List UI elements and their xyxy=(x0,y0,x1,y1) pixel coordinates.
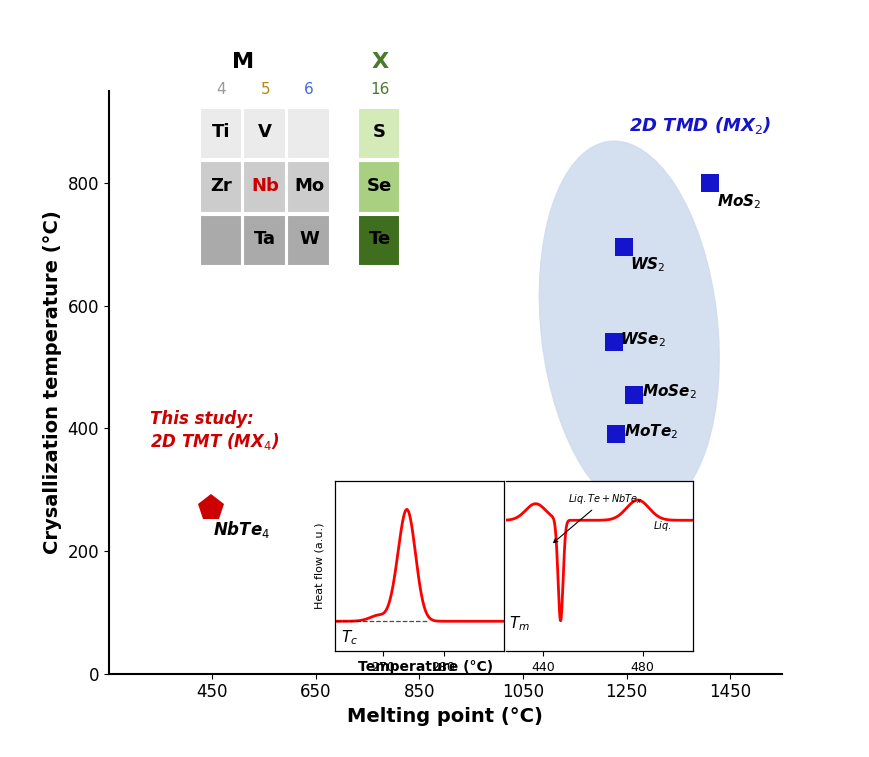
Text: 2D TMD (MX$_2$): 2D TMD (MX$_2$) xyxy=(629,115,772,136)
Bar xyxy=(358,161,401,213)
Text: Ti: Ti xyxy=(212,123,230,142)
Text: M: M xyxy=(232,52,255,72)
Bar xyxy=(287,161,329,213)
Text: S: S xyxy=(373,123,386,142)
Text: $Liq. Te+NbTe_x$: $Liq. Te+NbTe_x$ xyxy=(554,491,643,543)
Bar xyxy=(243,107,286,159)
Text: MoSe$_2$: MoSe$_2$ xyxy=(642,382,697,401)
Text: W: W xyxy=(299,230,319,248)
Text: X: X xyxy=(371,52,388,72)
Text: 6: 6 xyxy=(304,82,314,97)
Bar xyxy=(200,107,242,159)
Bar xyxy=(243,215,286,266)
Text: This study:
2D TMT (MX$_4$): This study: 2D TMT (MX$_4$) xyxy=(150,410,279,452)
Bar xyxy=(358,107,401,159)
Text: 5: 5 xyxy=(261,82,270,97)
X-axis label: Melting point (°C): Melting point (°C) xyxy=(348,707,543,726)
Text: 4: 4 xyxy=(216,82,226,97)
Ellipse shape xyxy=(540,141,720,513)
Bar xyxy=(287,215,329,266)
Text: Zr: Zr xyxy=(210,177,232,195)
Text: MoS$_2$: MoS$_2$ xyxy=(717,192,762,210)
Bar xyxy=(200,215,242,266)
Text: Mo: Mo xyxy=(294,177,324,195)
Text: Te: Te xyxy=(368,230,391,248)
Y-axis label: Crysallization temperature (°C): Crysallization temperature (°C) xyxy=(43,210,62,554)
Bar xyxy=(358,215,401,266)
Text: MoTe$_2$: MoTe$_2$ xyxy=(624,422,679,441)
Text: Nb: Nb xyxy=(251,177,279,195)
Text: $Liq.$: $Liq.$ xyxy=(653,519,671,534)
Bar xyxy=(200,161,242,213)
Text: NbTe$_4$: NbTe$_4$ xyxy=(213,519,270,540)
Bar xyxy=(287,107,329,159)
Text: Ta: Ta xyxy=(255,230,276,248)
Text: 16: 16 xyxy=(370,82,389,97)
Y-axis label: Heat flow (a.u.): Heat flow (a.u.) xyxy=(315,522,324,609)
Text: $T_c$: $T_c$ xyxy=(341,629,358,647)
Text: V: V xyxy=(258,123,272,142)
Text: WSe$_2$: WSe$_2$ xyxy=(620,330,666,349)
Text: WS$_2$: WS$_2$ xyxy=(630,255,666,274)
Text: $T_m$: $T_m$ xyxy=(509,614,530,633)
Text: Temperature (°C): Temperature (°C) xyxy=(358,660,494,674)
Text: Se: Se xyxy=(367,177,392,195)
Bar xyxy=(243,161,286,213)
